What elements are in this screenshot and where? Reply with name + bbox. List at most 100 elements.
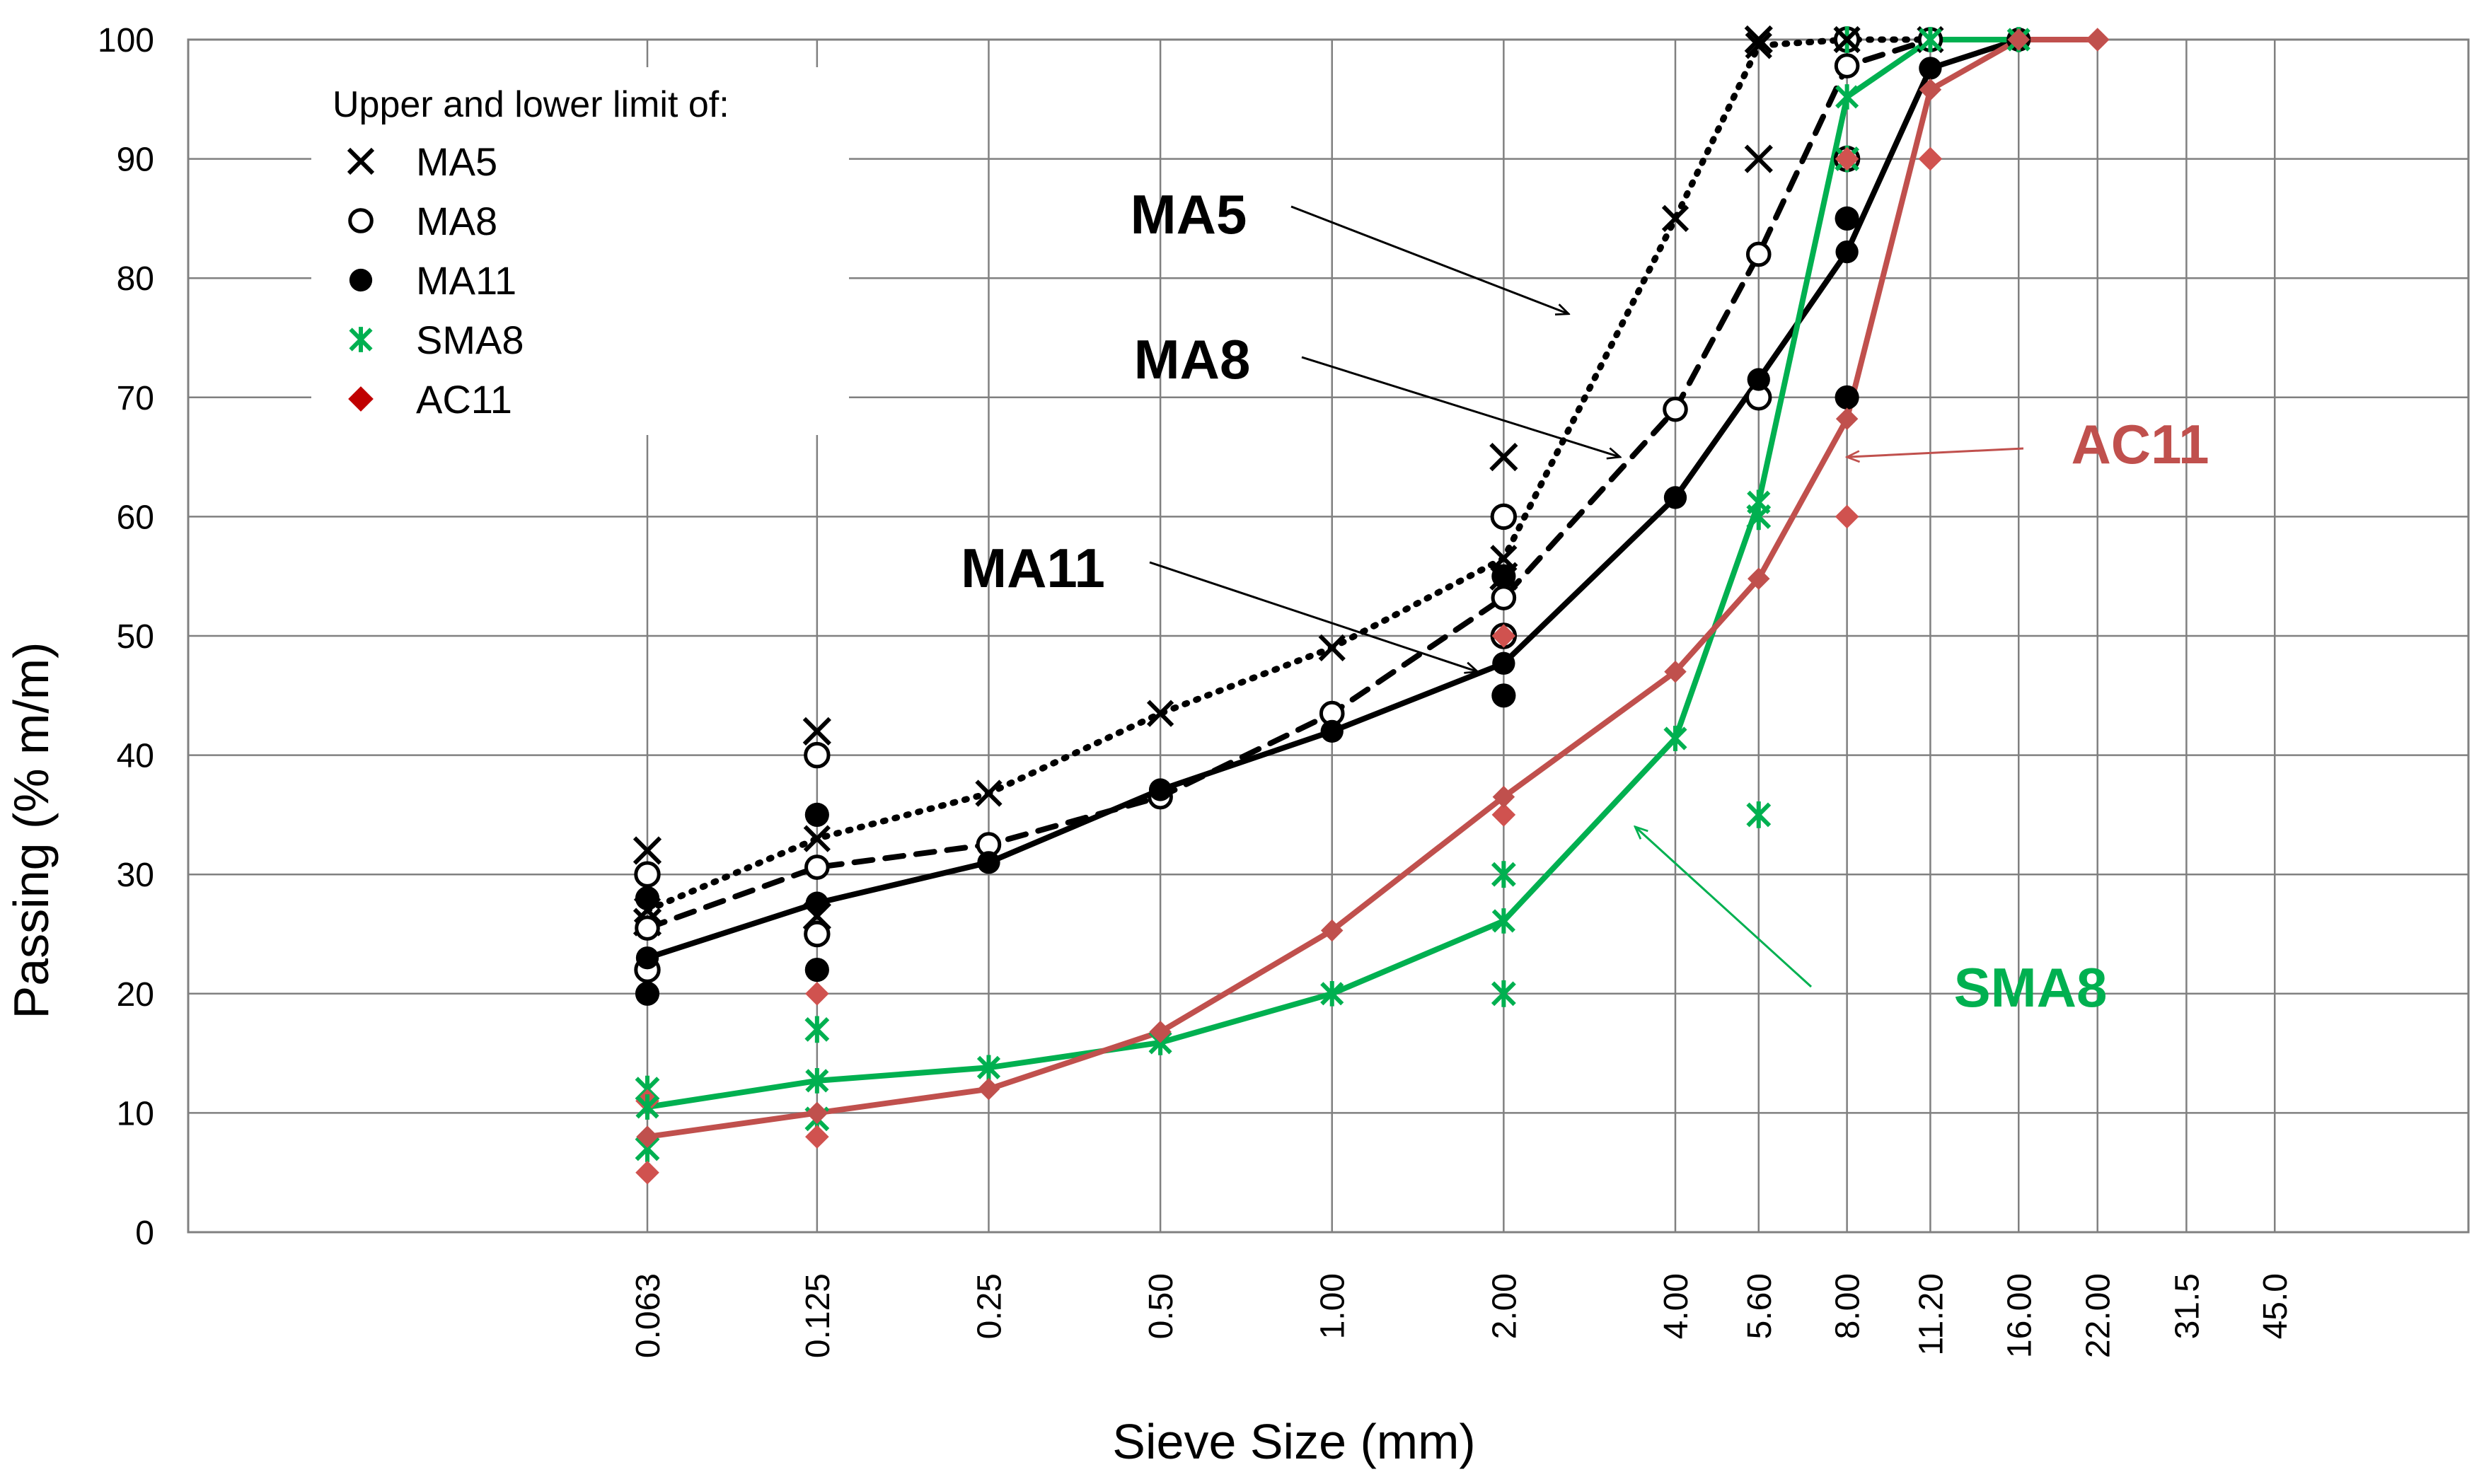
x-tick-label-11-20: 11.20 — [1912, 1273, 1950, 1356]
ac11-data-point-10 — [2007, 28, 2030, 51]
ma5-limit-point-0 — [632, 836, 662, 865]
annotation-label-ma5: MA5 — [1131, 183, 1247, 245]
sma8-data-point-0 — [635, 1094, 659, 1120]
ma11-limit-point-2 — [804, 802, 829, 827]
ma8-data-point-7 — [1745, 241, 1772, 267]
ma8-data-point-6 — [1663, 396, 1688, 422]
x-tick-label-0-25: 0.25 — [971, 1273, 1008, 1339]
ma5-data-point-7 — [1745, 32, 1772, 59]
legend-label-ma11: MA11 — [416, 258, 516, 303]
ac11-limit-point-7 — [1835, 504, 1859, 529]
sma8-limit-point-4 — [1491, 861, 1516, 888]
y-tick-label-80: 80 — [117, 260, 154, 298]
x-tick-label-31-5: 31.5 — [2168, 1273, 2206, 1339]
ma5-limit-point-4 — [1489, 442, 1518, 472]
y-tick-label-60: 60 — [117, 499, 154, 536]
y-tick-label-70: 70 — [117, 380, 154, 417]
legend-entries: MA5 MA8 MA11 SMA8 AC11 — [347, 139, 524, 422]
y-axis-title: Passing (% m/m) — [4, 642, 59, 1019]
sma8-limit-point-2 — [804, 1016, 830, 1043]
legend-background — [311, 67, 849, 435]
ac11-limit-point-6 — [1835, 146, 1859, 171]
legend-marker-ac11 — [348, 386, 374, 412]
ma11-limit-point-7 — [1835, 385, 1859, 410]
annotation-arrow-sma8 — [1635, 827, 1813, 988]
x-tick-label-22-00: 22.00 — [2080, 1273, 2118, 1358]
ac11-limit-point-9 — [1918, 146, 1943, 171]
legend-marker-ma11 — [349, 268, 373, 292]
ma8-limit-point-0 — [634, 861, 661, 888]
sma8-data-point-9 — [1918, 27, 1942, 52]
ma11-data-point-1 — [805, 891, 828, 915]
x-tick-label-16-00: 16.00 — [2001, 1273, 2038, 1358]
ma8-data-point-8 — [1834, 53, 1860, 79]
ac11-limit-point-4 — [1491, 624, 1516, 648]
sma8-data-point-6 — [1663, 726, 1687, 751]
ma8-data-point-5 — [1491, 585, 1517, 610]
ma5-data-point-1 — [803, 825, 831, 852]
ma5-data-point-5 — [1490, 545, 1518, 572]
legend-label-sma8: SMA8 — [416, 318, 524, 362]
limit-markers — [632, 25, 2110, 1185]
sma8-data-point-1 — [805, 1068, 829, 1094]
sma8-limit-point-5 — [1491, 980, 1516, 1007]
x-tick-label-8-00: 8.00 — [1830, 1273, 1867, 1339]
ma11-data-point-2 — [977, 851, 1000, 874]
ma11-limit-point-6 — [1835, 206, 1859, 231]
ac11-data-point-2 — [977, 1077, 1000, 1101]
series-markers — [633, 25, 2109, 1148]
ma5-limit-point-7 — [1744, 144, 1773, 173]
ma5-data-point-3 — [1146, 700, 1174, 727]
annotation-label-ma11: MA11 — [961, 537, 1105, 599]
ac11-data-point-3 — [1149, 1021, 1172, 1043]
sma8-data-point-8 — [1835, 84, 1859, 110]
ac11-data-point-5 — [1492, 785, 1515, 808]
ma11-data-point-0 — [635, 946, 659, 970]
ma11-limit-point-0 — [635, 886, 660, 911]
annotations: MA5 MA8 MA11 AC11 SMA8 — [961, 183, 2209, 1019]
y-tick-label-40: 40 — [117, 738, 154, 775]
ma11-data-point-7 — [1747, 368, 1770, 391]
annotation-arrow-ma11 — [1149, 561, 1477, 672]
y-tick-label-20: 20 — [117, 976, 154, 1014]
ma5-data-point-6 — [1661, 204, 1689, 233]
legend-label-ma5: MA5 — [416, 139, 497, 184]
ac11-data-point-1 — [806, 1101, 828, 1125]
ma11-limit-point-4 — [1491, 564, 1516, 589]
ma8-limit-point-2 — [804, 741, 831, 769]
x-tick-label-0-50: 0.50 — [1143, 1273, 1180, 1339]
ac11-limit-point-2 — [805, 982, 829, 1006]
ac11-data-point-4 — [1320, 919, 1344, 942]
legend-marker-sma8 — [349, 327, 373, 352]
x-tick-label-0-063: 0.063 — [630, 1273, 667, 1358]
ma5-limit-point-2 — [802, 717, 831, 746]
legend-label-ma8: MA8 — [416, 199, 497, 243]
ma8-series-line — [645, 37, 1934, 932]
ma8-limit-point-3 — [804, 920, 831, 948]
ma11-limit-point-3 — [804, 957, 829, 982]
ma5-data-point-8 — [1833, 25, 1861, 54]
legend-title: Upper and lower limit of: — [333, 84, 729, 125]
ac11-limit-point-5 — [1491, 803, 1516, 827]
ma11-series-line — [645, 37, 2022, 961]
legend: Upper and lower limit of: MA5 MA8 MA11 SMA8… — [311, 67, 849, 435]
y-axis-ticks: 0 10 20 30 40 50 60 70 80 90 100 — [98, 22, 154, 1252]
ma5-series-line — [644, 36, 1934, 914]
x-tick-label-2-00: 2.00 — [1486, 1273, 1523, 1339]
ac11-limit-point-3 — [805, 1125, 829, 1149]
ma5-data-point-4 — [1318, 634, 1346, 661]
y-tick-label-10: 10 — [117, 1095, 154, 1132]
ma5-limit-point-6 — [1744, 25, 1773, 54]
ma11-data-point-5 — [1492, 651, 1515, 675]
x-tick-label-1-00: 1.00 — [1315, 1273, 1352, 1339]
x-tick-label-0-125: 0.125 — [799, 1273, 837, 1358]
y-tick-label-50: 50 — [117, 618, 154, 656]
y-tick-label-90: 90 — [117, 141, 154, 179]
ac11-data-point-11 — [2086, 28, 2109, 51]
ac11-data-point-6 — [1664, 660, 1687, 683]
annotation-arrow-ma5 — [1290, 205, 1569, 314]
ac11-series-line — [645, 37, 2101, 1140]
annotation-arrow-ma8 — [1301, 356, 1620, 457]
x-tick-label-4-00: 4.00 — [1658, 1273, 1695, 1339]
ma11-data-point-3 — [1148, 778, 1172, 801]
